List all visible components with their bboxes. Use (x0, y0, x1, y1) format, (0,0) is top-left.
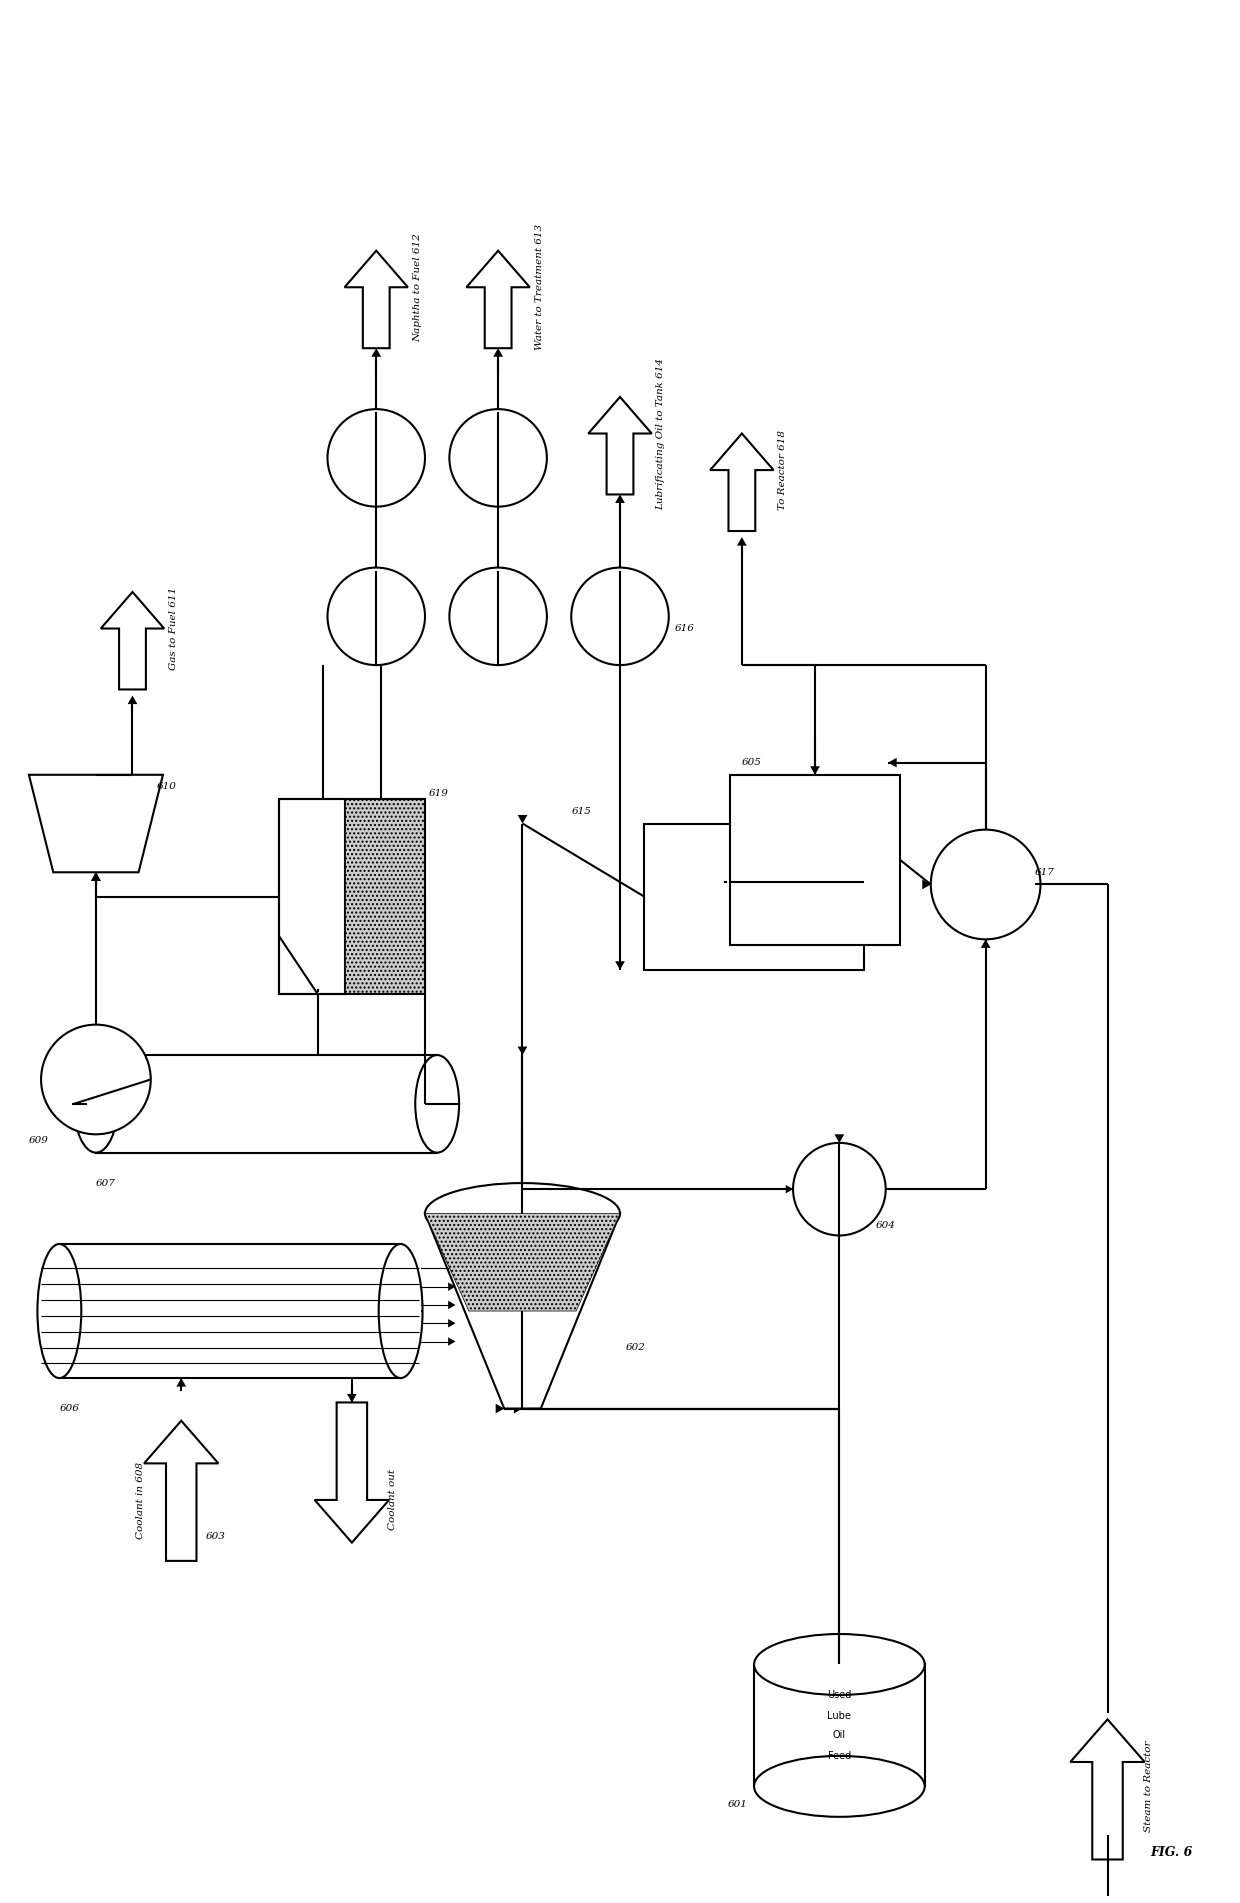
Polygon shape (923, 879, 931, 889)
Circle shape (327, 409, 425, 506)
Ellipse shape (754, 1635, 925, 1696)
Circle shape (931, 830, 1040, 940)
Text: Steam to Reactor: Steam to Reactor (1145, 1741, 1153, 1833)
Text: Feed: Feed (828, 1751, 851, 1760)
Polygon shape (371, 348, 381, 356)
Text: 605: 605 (742, 757, 761, 767)
Ellipse shape (378, 1245, 423, 1378)
Text: 607: 607 (95, 1178, 115, 1187)
Polygon shape (82, 1098, 89, 1109)
Bar (345, 799, 425, 993)
Polygon shape (615, 495, 625, 502)
Circle shape (794, 1144, 885, 1235)
Text: 604: 604 (875, 1222, 895, 1229)
Polygon shape (496, 1404, 505, 1414)
Bar (279, 799, 345, 993)
Polygon shape (786, 1186, 794, 1193)
Polygon shape (981, 940, 991, 948)
Ellipse shape (754, 1756, 925, 1817)
Text: 609: 609 (29, 1136, 48, 1146)
Polygon shape (466, 251, 529, 348)
Bar (754, 1665, 925, 1787)
Text: Coolant out: Coolant out (388, 1469, 398, 1530)
Circle shape (449, 567, 547, 664)
Polygon shape (425, 1214, 620, 1408)
Polygon shape (517, 1047, 527, 1054)
Text: 602: 602 (626, 1344, 646, 1353)
Bar (729, 775, 900, 946)
Text: To Reactor 618: To Reactor 618 (779, 430, 787, 510)
Ellipse shape (37, 1245, 82, 1378)
Text: 616: 616 (675, 624, 694, 634)
Polygon shape (425, 1214, 620, 1311)
Polygon shape (176, 1378, 186, 1387)
Polygon shape (737, 537, 746, 546)
Polygon shape (345, 251, 408, 348)
Ellipse shape (425, 1184, 620, 1245)
Polygon shape (315, 1403, 389, 1543)
Text: Lube: Lube (827, 1711, 852, 1720)
Text: 617: 617 (1034, 868, 1054, 877)
Polygon shape (312, 986, 322, 993)
Ellipse shape (415, 1054, 459, 1153)
Polygon shape (91, 872, 100, 881)
Polygon shape (615, 961, 625, 971)
Polygon shape (144, 1422, 218, 1560)
Polygon shape (100, 592, 164, 689)
Text: 615: 615 (572, 807, 591, 816)
Bar (95, 1054, 438, 1153)
Polygon shape (1032, 879, 1040, 889)
Circle shape (327, 567, 425, 664)
Bar (279, 799, 425, 993)
Polygon shape (371, 409, 381, 417)
Polygon shape (448, 1264, 455, 1273)
Text: Naphtha to Fuel 612: Naphtha to Fuel 612 (413, 232, 422, 343)
Polygon shape (517, 814, 527, 824)
Text: FIG. 6: FIG. 6 (1151, 1846, 1193, 1859)
Text: 601: 601 (728, 1800, 748, 1810)
Text: Oil: Oil (833, 1730, 846, 1739)
Polygon shape (711, 434, 774, 531)
Polygon shape (371, 567, 381, 577)
Polygon shape (448, 1283, 455, 1290)
Polygon shape (448, 1338, 455, 1345)
Polygon shape (425, 1098, 434, 1109)
Polygon shape (810, 767, 820, 775)
Polygon shape (128, 696, 138, 704)
Circle shape (41, 1024, 151, 1134)
Bar (60, 1245, 401, 1378)
Text: 619: 619 (429, 788, 449, 797)
Text: Used: Used (827, 1690, 852, 1699)
Polygon shape (835, 1134, 844, 1144)
Text: Gas to Fuel 611: Gas to Fuel 611 (169, 586, 179, 670)
Polygon shape (448, 1319, 455, 1328)
Polygon shape (588, 398, 652, 495)
Polygon shape (29, 775, 162, 872)
Polygon shape (91, 872, 100, 881)
Polygon shape (513, 1404, 522, 1414)
Polygon shape (494, 409, 503, 417)
Bar (645, 824, 864, 971)
Polygon shape (722, 877, 729, 887)
Circle shape (572, 567, 668, 664)
Text: Coolant in 608: Coolant in 608 (135, 1462, 145, 1538)
Polygon shape (494, 567, 503, 577)
Polygon shape (888, 757, 897, 767)
Ellipse shape (74, 1054, 118, 1153)
Polygon shape (494, 348, 503, 356)
Text: Lubrificating Oil to Tank 614: Lubrificating Oil to Tank 614 (656, 358, 666, 510)
Text: 603: 603 (206, 1532, 226, 1541)
Polygon shape (1070, 1718, 1145, 1859)
Circle shape (449, 409, 547, 506)
Polygon shape (448, 1300, 455, 1309)
Text: 606: 606 (60, 1404, 79, 1414)
Polygon shape (347, 1393, 357, 1403)
Text: 610: 610 (157, 782, 177, 792)
Polygon shape (615, 567, 625, 577)
Text: Water to Treatment 613: Water to Treatment 613 (534, 225, 543, 350)
